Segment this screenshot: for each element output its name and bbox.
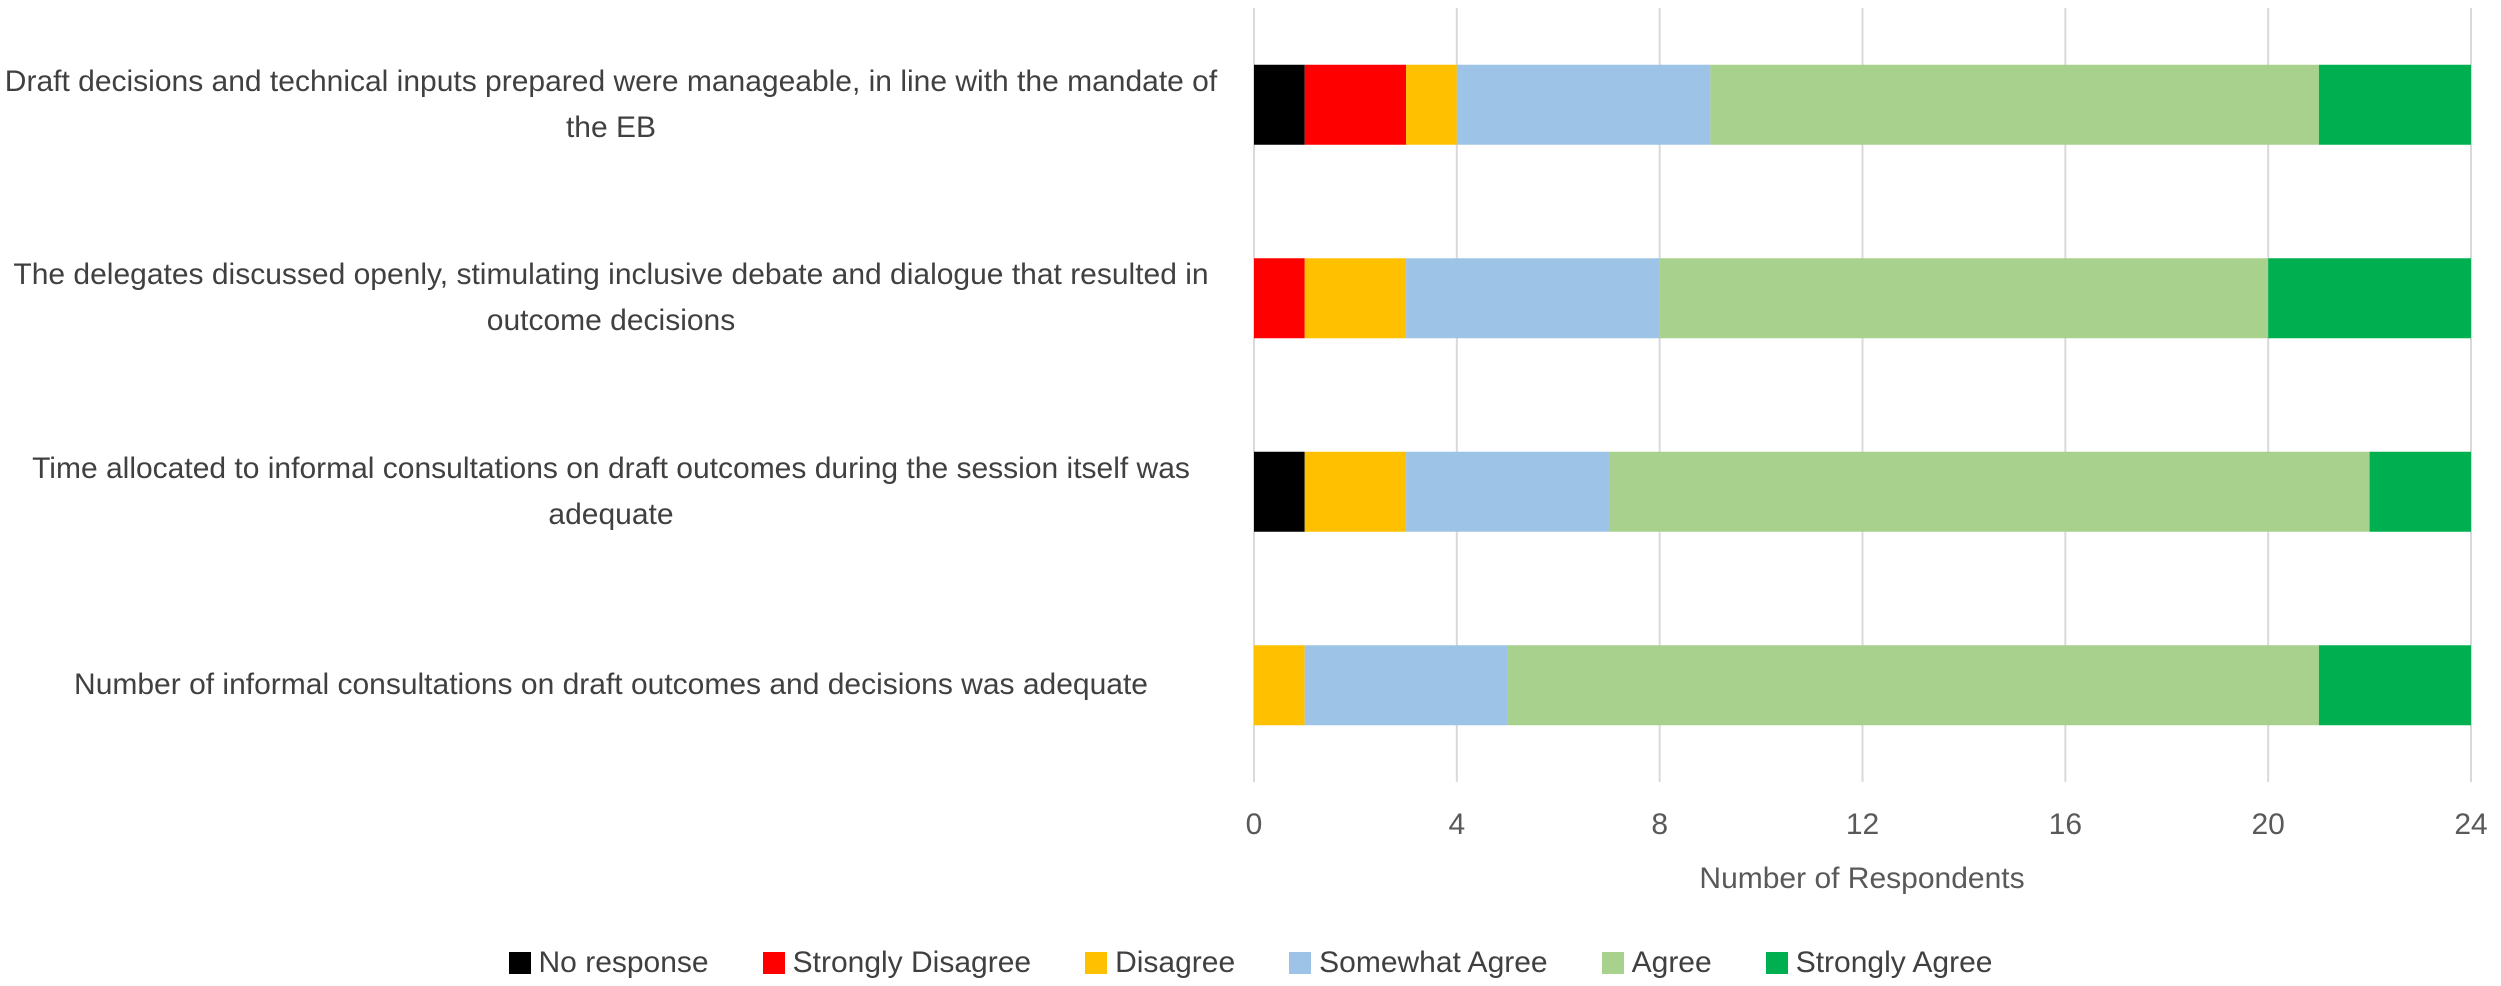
bar-segment bbox=[1406, 64, 1457, 145]
x-tick-label: 24 bbox=[2454, 808, 2487, 841]
bar-segment bbox=[1507, 645, 2319, 726]
bar-segment bbox=[2268, 258, 2471, 339]
legend-item: Somewhat Agree bbox=[1289, 946, 1548, 980]
bar-segment bbox=[1304, 258, 1407, 339]
legend-item: Disagree bbox=[1085, 946, 1235, 980]
x-tick-label: 12 bbox=[1846, 808, 1879, 841]
category-label: Number of informal consultations on draf… bbox=[74, 668, 1148, 702]
bar-segment bbox=[2318, 64, 2471, 145]
legend-item: No response bbox=[508, 946, 709, 980]
bar-segment bbox=[1304, 451, 1407, 532]
legend-item: Agree bbox=[1601, 946, 1712, 980]
bar-segment bbox=[1254, 64, 1305, 145]
category-label: Draft decisions and technical inputs pre… bbox=[4, 64, 1218, 144]
legend-label: Disagree bbox=[1115, 946, 1236, 979]
legend-swatch bbox=[1765, 952, 1788, 974]
legend: No response Strongly Disagree Disagree Some… bbox=[0, 940, 2501, 986]
category-label: Time allocated to informal consultations… bbox=[32, 451, 1190, 531]
legend-label: Strongly Agree bbox=[1795, 946, 1993, 979]
legend-label: No response bbox=[538, 946, 709, 979]
legend-swatch bbox=[1601, 952, 1624, 974]
bar-segment bbox=[1406, 258, 1660, 339]
x-tick-label: 20 bbox=[2251, 808, 2284, 841]
bar-segment bbox=[1254, 645, 1305, 726]
bar-segment bbox=[1254, 258, 1305, 339]
bar-segment bbox=[1304, 64, 1407, 145]
legend-swatch bbox=[1289, 952, 1312, 974]
x-axis-title: Number of Respondents bbox=[1699, 862, 2024, 895]
bar-segment bbox=[1659, 258, 2269, 339]
legend-swatch bbox=[508, 952, 531, 974]
x-tick-label: 4 bbox=[1448, 808, 1465, 841]
bar-segment bbox=[2318, 645, 2471, 726]
bar-segment bbox=[1456, 64, 1711, 145]
legend-item: Strongly Disagree bbox=[762, 946, 1032, 980]
legend-swatch bbox=[762, 952, 785, 974]
x-tick-label: 16 bbox=[2049, 808, 2082, 841]
legend-swatch bbox=[1085, 952, 1108, 974]
x-tick-label: 8 bbox=[1651, 808, 1668, 841]
legend-label: Strongly Disagree bbox=[792, 946, 1032, 979]
bar-segment bbox=[1304, 645, 1508, 726]
legend-label: Agree bbox=[1631, 946, 1712, 979]
x-tick-label: 0 bbox=[1246, 808, 1263, 841]
bar-segment bbox=[1254, 451, 1305, 532]
bar-segment bbox=[1710, 64, 2319, 145]
bar-segment bbox=[1608, 451, 2370, 532]
legend-item: Strongly Agree bbox=[1765, 946, 1993, 980]
bar-segment bbox=[2369, 451, 2471, 532]
bar-segment bbox=[1406, 451, 1609, 532]
category-label: The delegates discussed openly, stimulat… bbox=[13, 258, 1209, 338]
legend-label: Somewhat Agree bbox=[1319, 946, 1548, 979]
